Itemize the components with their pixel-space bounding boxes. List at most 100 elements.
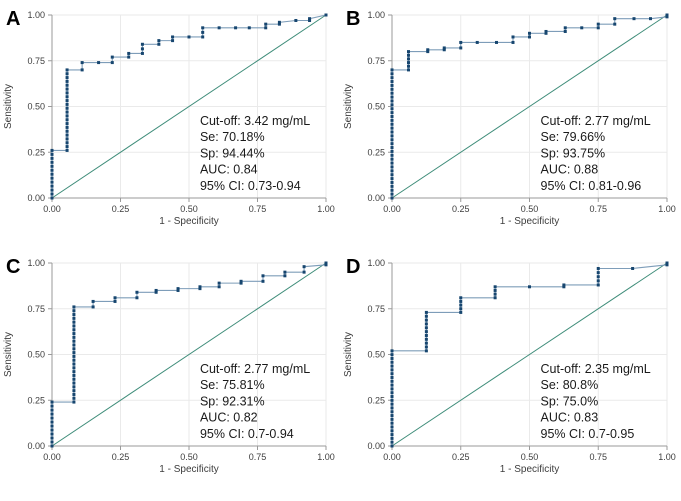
roc-marker — [50, 188, 54, 192]
roc-marker — [308, 17, 312, 21]
roc-marker — [493, 288, 497, 292]
roc-marker — [113, 296, 117, 300]
roc-marker — [631, 266, 635, 270]
panel-letter: D — [346, 256, 360, 278]
roc-marker — [110, 55, 114, 59]
roc-marker — [390, 440, 394, 444]
roc-marker — [72, 339, 76, 343]
y-tick-label: 0.75 — [367, 56, 385, 66]
panel-letter: A — [6, 8, 20, 30]
roc-marker — [50, 176, 54, 180]
roc-marker — [562, 283, 566, 287]
roc-marker — [390, 184, 394, 188]
panel-letter: B — [346, 8, 360, 30]
roc-marker — [80, 61, 84, 65]
y-tick-label: 0.25 — [367, 395, 385, 405]
annotation-line: 95% CI: 0.81-0.96 — [541, 179, 642, 193]
roc-marker — [72, 324, 76, 328]
roc-plot-a: 0.00 0.25 0.50 0.75 1.00 0.00 0.25 0.50 0.75 1.00… — [0, 0, 340, 248]
roc-plot-c: 0.00 0.25 0.50 0.75 1.00 0.00 0.25 0.50 0.75 1.00… — [0, 248, 340, 496]
roc-marker — [407, 50, 410, 54]
roc-marker — [493, 296, 497, 300]
roc-marker — [424, 322, 428, 326]
roc-marker — [65, 122, 69, 126]
roc-marker — [424, 314, 428, 318]
roc-marker — [390, 356, 394, 360]
roc-marker — [50, 400, 54, 404]
roc-marker — [390, 72, 394, 76]
roc-marker — [596, 266, 600, 270]
roc-marker — [50, 432, 54, 436]
roc-marker — [390, 111, 394, 115]
roc-marker — [65, 125, 69, 129]
roc-marker — [239, 279, 243, 283]
roc-marker — [72, 396, 76, 400]
roc-marker — [665, 13, 669, 17]
roc-marker — [187, 35, 191, 39]
roc-marker — [563, 26, 567, 30]
y-tick-label: 0.75 — [367, 304, 385, 314]
roc-marker — [407, 57, 410, 61]
roc-marker — [302, 265, 306, 269]
x-tick-label: 0.50 — [521, 204, 539, 214]
y-axis-title: Sensitivity — [3, 84, 14, 129]
roc-marker — [217, 281, 221, 285]
roc-marker — [135, 290, 139, 294]
roc-marker — [97, 61, 101, 65]
annotation-line: AUC: 0.83 — [541, 411, 599, 425]
roc-marker — [65, 145, 69, 149]
roc-marker — [50, 444, 54, 448]
roc-marker — [390, 68, 394, 72]
roc-marker — [65, 102, 69, 106]
roc-marker — [65, 68, 69, 72]
roc-marker — [390, 149, 394, 153]
roc-marker — [65, 76, 69, 80]
roc-marker — [72, 373, 76, 377]
roc-marker — [390, 436, 394, 440]
annotation-line: Se: 75.81% — [200, 378, 265, 392]
roc-marker — [442, 46, 446, 50]
roc-marker — [72, 400, 76, 404]
roc-marker — [459, 296, 463, 300]
roc-marker — [308, 18, 312, 22]
roc-marker — [596, 271, 600, 275]
roc-marker — [65, 114, 69, 118]
roc-marker — [390, 99, 394, 103]
roc-marker — [72, 351, 76, 355]
roc-marker — [475, 40, 479, 44]
x-tick-label: 0.25 — [112, 452, 130, 462]
roc-marker — [50, 416, 54, 420]
x-tick-label: 0.00 — [383, 452, 401, 462]
roc-marker — [390, 138, 394, 142]
roc-marker — [176, 288, 180, 292]
roc-marker — [459, 307, 463, 311]
roc-marker — [390, 95, 394, 99]
roc-marker — [390, 375, 394, 379]
roc-marker — [50, 164, 54, 168]
roc-marker — [324, 263, 328, 267]
roc-marker — [424, 337, 428, 341]
roc-marker — [528, 285, 531, 289]
roc-marker — [72, 377, 76, 381]
roc-marker — [72, 347, 76, 351]
x-tick-label: 0.00 — [43, 452, 61, 462]
roc-marker — [135, 296, 139, 300]
roc-marker — [302, 270, 306, 274]
roc-marker — [390, 126, 394, 130]
annotation-line: Se: 79.66% — [541, 130, 606, 144]
roc-marker — [324, 13, 328, 17]
roc-marker — [201, 30, 205, 34]
y-tick-label: 1.00 — [367, 258, 385, 268]
roc-marker — [50, 172, 54, 176]
roc-marker — [50, 436, 54, 440]
roc-marker — [65, 87, 69, 91]
y-tick-label: 0.50 — [367, 102, 385, 112]
annotation-line: AUC: 0.88 — [541, 163, 599, 177]
roc-marker — [72, 385, 76, 389]
roc-marker — [50, 408, 54, 412]
roc-marker — [198, 285, 202, 289]
roc-marker — [50, 412, 54, 416]
roc-marker — [217, 285, 221, 289]
y-tick-label: 0.00 — [27, 193, 45, 203]
roc-marker — [50, 168, 54, 172]
